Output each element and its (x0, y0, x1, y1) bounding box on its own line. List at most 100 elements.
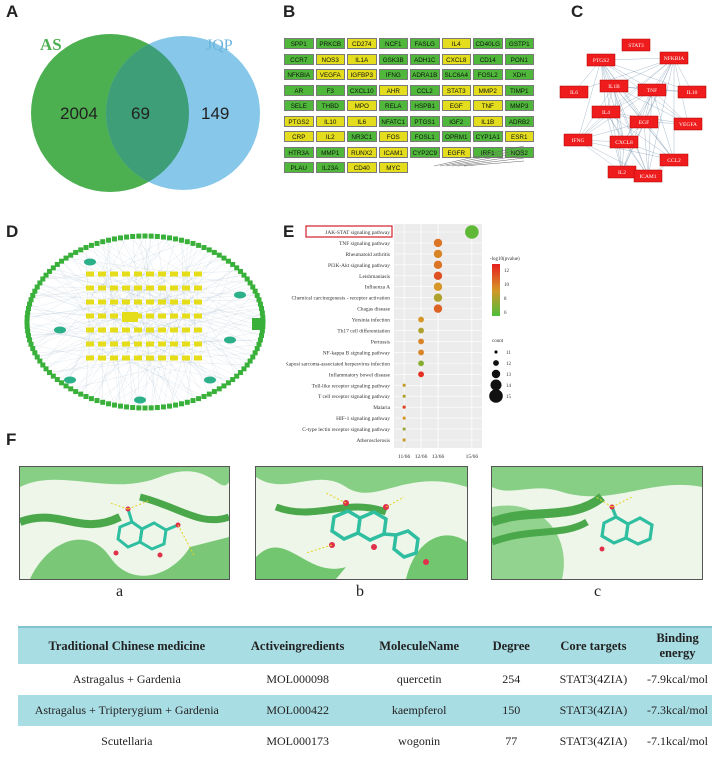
panel-label-b: B (283, 2, 296, 21)
gene-cell: FOSL2 (473, 69, 503, 80)
kegg-x-tick: 15/66 (466, 454, 479, 460)
color-legend-title: -log10(pvalue) (490, 257, 520, 262)
gene-cell: MMP1 (315, 146, 345, 158)
kegg-bubble (402, 438, 406, 442)
ppi-node-label: CXCL8 (615, 140, 633, 146)
network-target-nodes (86, 271, 202, 361)
gene-cell: VEGFA (315, 69, 345, 80)
gene-cell: ADRA1B (410, 69, 440, 80)
color-legend-tick: 10 (504, 283, 510, 288)
cell-tcm: Scutellaria (101, 734, 153, 748)
gene-cell: CCR7 (284, 53, 314, 65)
kegg-bubble (433, 249, 443, 259)
kegg-bubble (402, 427, 406, 431)
gene-cell: HTR3A (284, 146, 314, 158)
gene-cell: IL1B (473, 115, 503, 127)
ppi-node: CXCL8 (609, 135, 639, 149)
gene-cell: IL6 (347, 115, 377, 127)
panel-label-a: A (6, 2, 19, 21)
kegg-bubble (402, 416, 406, 420)
gene-cell: ADRB2 (504, 115, 534, 127)
highlight-box (305, 225, 393, 238)
gene-cell: AHR (378, 84, 408, 96)
gene-cell: RUNX2 (347, 146, 377, 158)
header-core-targets: Core targets (543, 626, 644, 664)
ppi-node-label: ICAM1 (639, 174, 656, 180)
gene-cell: IGF2 (441, 115, 471, 127)
ppi-node-label: IL4 (602, 110, 610, 116)
gene-cell: FOS (378, 131, 408, 142)
gene-cell: SPP1 (284, 38, 314, 49)
venn-count-jqp-only: 149 (201, 104, 229, 123)
ppi-node: VEGFA (673, 117, 703, 131)
gene-cell: IL23A (315, 162, 345, 173)
ppi-node: EGF (629, 115, 659, 129)
ppi-node-label: IFNG (572, 138, 585, 144)
docking-caption-b: b (356, 583, 364, 600)
gene-cell: PRKCB (315, 38, 345, 49)
compound-target-network (24, 233, 266, 411)
ppi-node-label: TNF (647, 88, 657, 94)
kegg-pathway-label: JAK-STAT signaling pathway (325, 230, 390, 236)
gene-cell: F3 (315, 84, 345, 96)
gene-cell: ICAM1 (378, 146, 408, 158)
gene-cell: XDH (504, 69, 534, 80)
cell-active-ingredient: MOL000422 (235, 695, 360, 726)
table-row: Astragalus + Tripterygium + Gardenia MOL… (18, 695, 712, 726)
gene-cell: AR (284, 84, 314, 96)
header-tcm: Traditional Chinese medicine (18, 626, 236, 664)
table-header-row: Traditional Chinese medicine Activeingre… (18, 626, 712, 664)
gene-cell: NOS3 (315, 53, 345, 65)
kegg-bubble (418, 360, 424, 367)
gene-cell: ADH1C (410, 53, 440, 65)
gene-cell: CD40LG (473, 38, 503, 49)
gene-cell: SLC6A4 (441, 69, 471, 80)
kegg-bubble (433, 304, 443, 313)
ppi-node-label: IL10 (687, 90, 698, 96)
kegg-bubble (433, 282, 443, 291)
kegg-bubble (418, 349, 424, 356)
docking-image-a (19, 466, 230, 580)
kegg-pathway-label: Pertussis (371, 339, 390, 345)
cell-core-target: STAT3(4ZIA) (559, 672, 628, 686)
kegg-pathway-label: Inflammatory bowel disease (329, 371, 391, 378)
ppi-node-label: PTGS2 (593, 58, 609, 64)
gene-cell: PTGS2 (284, 115, 314, 127)
kegg-pathway-label: Rheumatoid arthritis (346, 252, 390, 258)
kegg-x-tick: 12/66 (415, 454, 428, 460)
kegg-bubble (433, 293, 443, 302)
gene-cell: NFKBIA (284, 69, 314, 80)
ppi-node: IL2 (607, 165, 637, 179)
size-legend-tick: 11 (506, 351, 511, 356)
kegg-bubble (433, 260, 443, 270)
gene-cell: TNF (473, 100, 503, 111)
size-legend-dot (494, 350, 498, 354)
gene-cell: CD274 (347, 38, 377, 49)
cell-active-ingredient: MOL000098 (266, 672, 329, 686)
venn-overlap-region (106, 36, 189, 190)
kegg-pathway-label: Leishmaniasis (359, 274, 390, 280)
gene-cell: NFATC1 (378, 115, 408, 127)
header-degree: Degree (478, 626, 544, 664)
cell-degree: 77 (505, 734, 518, 748)
ppi-node-label: VEGFA (679, 122, 697, 128)
gene-cell: MYC (378, 162, 408, 173)
gene-cell: MPO (347, 100, 377, 111)
panel-label-e: E (283, 222, 295, 241)
intersection-gene-grid: SPP1 PRKCB CD274 NCF1 FASLG IL4 CD40LG GSTP1 CCR… (284, 38, 536, 178)
kegg-bubble (402, 405, 406, 409)
ppi-node-label: IL6 (570, 90, 578, 96)
gene-cell: OPRM1 (441, 131, 471, 142)
ppi-node: IL4 (591, 105, 621, 119)
kegg-pathway-label: Toll-like receptor signaling pathway (312, 383, 391, 389)
cell-binding-energy: -7.1kcal/mol (647, 734, 708, 748)
kegg-pathway-label: Th17 cell differentiation (337, 328, 390, 335)
gene-cell: THBD (315, 100, 345, 111)
gene-cell: IL2 (315, 131, 345, 142)
ppi-node: TNF (637, 83, 667, 97)
gene-cell: HSPB1 (410, 100, 440, 111)
size-legend-dot (491, 369, 501, 379)
gene-cell: PON1 (504, 53, 534, 65)
gene-cell: CRP (284, 131, 314, 142)
gene-cell: TIMP1 (504, 84, 534, 96)
